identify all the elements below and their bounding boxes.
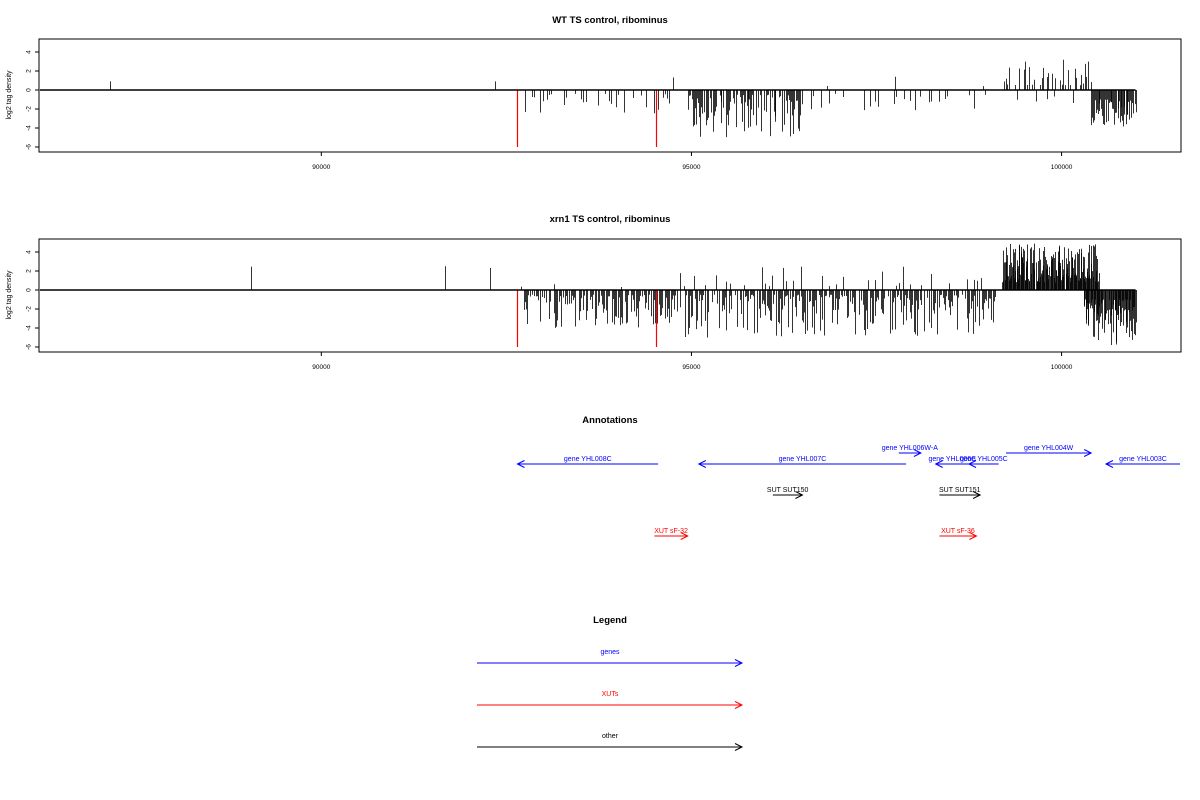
annotation-gene: gene YHL006W-A	[882, 445, 938, 457]
y-tick-label: 0	[26, 288, 33, 292]
annotation-gene: gene YHL007C	[697, 456, 907, 468]
y-tick-label: -2	[26, 106, 33, 112]
x-tick-label: 90000	[312, 164, 330, 171]
panel-title: xrn1 TS control, ribominus	[550, 214, 671, 225]
annotations-title: Annotations	[582, 415, 637, 426]
plot-frame	[38, 38, 1182, 153]
y-tick-label: 0	[26, 88, 33, 92]
y-tick-label: -6	[26, 144, 33, 150]
annotation-label: SUT SUT150	[767, 487, 809, 494]
wt-density-panel: WT TS control, ribominus log2 tag densit…	[6, 15, 1182, 171]
legend: Legend genes XUTs other	[477, 615, 744, 751]
annotation-label: XUT sF-32	[654, 528, 688, 535]
arrow-head	[1104, 460, 1114, 468]
y-axis-label: log2 tag density	[6, 70, 13, 120]
y-tick-label: 4	[26, 50, 33, 54]
annotation-xut: XUT sF-32	[654, 528, 689, 540]
annotation-xut: XUT sF-36	[939, 528, 978, 540]
annotation-other: SUT SUT151	[939, 487, 982, 499]
legend-title: Legend	[593, 615, 627, 626]
annotation-label: gene YHL007C	[779, 456, 827, 463]
density-bars	[40, 243, 1137, 347]
annotation-label: gene YHL004W	[1024, 445, 1074, 452]
x-tick-label: 95000	[682, 164, 700, 171]
x-tick-label: 100000	[1051, 364, 1073, 371]
arrow-head	[972, 491, 982, 499]
annotation-gene: gene YHL008C	[516, 456, 659, 468]
annotation-label: SUT SUT151	[939, 487, 981, 494]
annotation-label: gene YHL003C	[1119, 456, 1167, 463]
legend-label: other	[602, 733, 619, 740]
y-tick-label: -2	[26, 306, 33, 312]
panel-title: WT TS control, ribominus	[552, 15, 668, 26]
annotations-track: Annotations gene YHL008C gene YHL007Cgene…	[516, 415, 1180, 540]
xrn1-density-panel: xrn1 TS control, ribominus log2 tag dens…	[6, 214, 1182, 371]
annotation-other: SUT SUT150	[767, 487, 809, 499]
arrow-head	[734, 701, 744, 709]
arrow-head	[734, 659, 744, 667]
legend-item-other: other	[477, 733, 744, 751]
x-tick-label: 90000	[312, 364, 330, 371]
annotation-gene: gene YHL005C	[960, 456, 1008, 468]
y-axis-label: log2 tag density	[6, 270, 13, 320]
axes: -6 -4 -2 0 2 4 90000 95000 100000	[26, 250, 1073, 371]
arrow-head	[516, 460, 525, 468]
y-tick-label: -6	[26, 344, 33, 350]
y-tick-label: 4	[26, 250, 33, 254]
y-tick-label: -4	[26, 325, 33, 331]
annotation-gene: gene YHL003C	[1104, 456, 1180, 468]
arrow-head	[697, 460, 707, 468]
arrow-head	[680, 532, 689, 540]
annotation-gene: gene YHL004W	[1006, 445, 1093, 457]
annotation-label: gene YHL005C	[960, 456, 1008, 463]
annotation-gene: gene YHL006C	[928, 456, 976, 468]
legend-label: XUTs	[602, 691, 619, 698]
arrow-head	[795, 491, 804, 499]
legend-item-xut: XUTs	[477, 691, 744, 709]
arrow-head	[1083, 449, 1093, 457]
y-tick-label: -4	[26, 125, 33, 131]
annotation-label: gene YHL006C	[928, 456, 976, 463]
annotation-label: gene YHL006W-A	[882, 445, 938, 452]
arrow-head	[969, 532, 978, 540]
x-tick-label: 95000	[682, 364, 700, 371]
arrow-head	[913, 449, 923, 457]
legend-item-gene: genes	[477, 649, 744, 667]
annotation-label: gene YHL008C	[564, 456, 612, 463]
y-tick-label: 2	[26, 69, 33, 73]
annotation-features: gene YHL008C gene YHL007C gene YHL006W-A ge…	[516, 445, 1180, 540]
x-tick-label: 100000	[1051, 164, 1073, 171]
density-bars	[40, 59, 1137, 147]
plot-frame	[38, 238, 1182, 353]
legend-label: genes	[600, 649, 620, 656]
annotation-label: XUT sF-36	[941, 528, 975, 535]
legend-items: genes XUTs other	[477, 649, 744, 751]
arrow-head	[734, 743, 744, 751]
axes: -6 -4 -2 0 2 4 90000 95000 100000	[26, 50, 1073, 171]
y-tick-label: 2	[26, 269, 33, 273]
arrow-head	[967, 460, 977, 468]
arrow-head	[934, 460, 943, 468]
